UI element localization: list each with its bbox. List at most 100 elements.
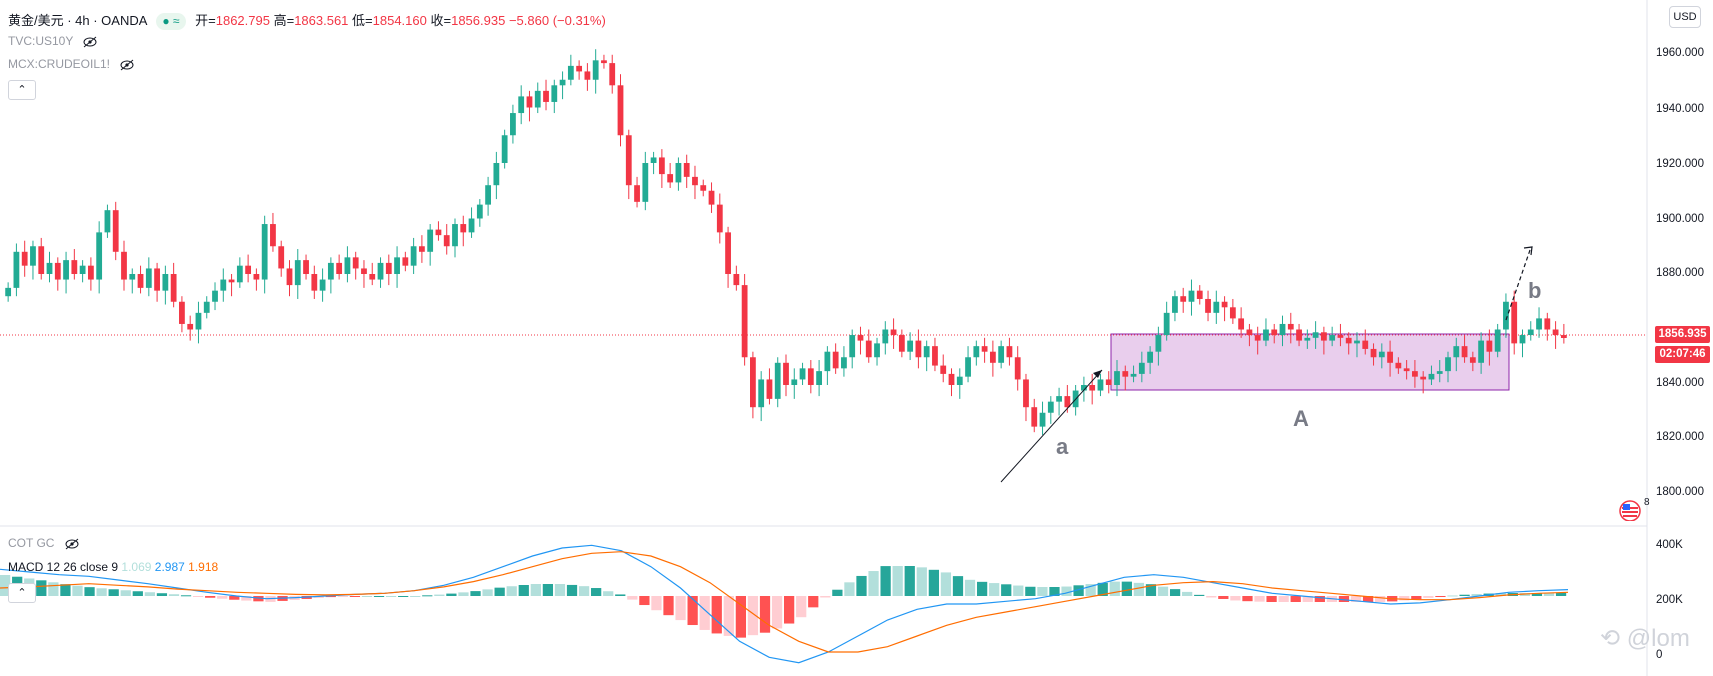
macd-hist-bar	[72, 585, 83, 596]
candle-body	[923, 346, 930, 358]
eye-hidden-icon[interactable]	[64, 538, 80, 550]
candle-body	[1172, 296, 1178, 313]
candle-body	[948, 373, 955, 385]
candle-body	[567, 65, 574, 80]
macd-value: 2.987	[154, 560, 185, 574]
currency-button[interactable]: USD	[1669, 6, 1701, 28]
candle-body	[145, 268, 152, 288]
candle-body	[882, 329, 889, 344]
overlay-us10y[interactable]: TVC:US10Y	[8, 34, 98, 48]
status-pill[interactable]: ● ≈	[156, 13, 186, 30]
macd-hist-bar	[1459, 594, 1470, 596]
candle-body	[253, 274, 260, 280]
macd-hist-bar	[1025, 586, 1036, 596]
candle-body	[137, 274, 144, 288]
macd-hist-bar	[989, 583, 1000, 596]
macd-legend[interactable]: MACD 12 26 close 9 1.069 2.987 1.918	[8, 560, 218, 574]
candle-body	[700, 185, 707, 191]
macd-hist-bar	[554, 584, 566, 596]
candle-body	[708, 190, 715, 205]
cot-gc-label: COT GC	[8, 536, 55, 550]
overlay-us10y-label: TVC:US10Y	[8, 34, 74, 48]
candle-body	[179, 301, 185, 324]
candle-body	[526, 96, 533, 108]
chevron-up-icon: ⌃	[17, 84, 27, 96]
candle-body	[1213, 301, 1220, 313]
eye-hidden-icon[interactable]	[119, 59, 135, 71]
candle-body	[932, 346, 938, 366]
projection-b[interactable]	[1505, 249, 1531, 321]
candle-body	[112, 210, 119, 252]
macd-hist-bar	[313, 596, 324, 598]
macd-hist-bar	[217, 596, 228, 599]
macd-hist-bar	[470, 591, 481, 596]
price-tick: 1940.000	[1656, 103, 1704, 115]
candle-body	[1378, 351, 1385, 358]
label-A: A	[1293, 406, 1309, 431]
macd-hist-bar	[1302, 596, 1313, 602]
candle-body	[725, 232, 731, 274]
candle-body	[1254, 335, 1261, 341]
candle-body	[1370, 348, 1377, 358]
candle-body	[592, 60, 599, 80]
cot-gc-legend[interactable]: COT GC	[8, 536, 80, 550]
macd-hist-bar	[808, 596, 819, 608]
symbol-legend[interactable]: 黄金/美元 · 4h · OANDA ● ≈ 开=1862.795 高=1863…	[8, 10, 606, 30]
candle-body	[750, 357, 756, 408]
macd-hist-bar	[880, 566, 891, 596]
trendline-a[interactable]	[1000, 369, 1103, 483]
macd-hist-bar	[1061, 586, 1072, 596]
candle-body	[418, 246, 425, 252]
candle-body	[38, 246, 45, 274]
macd-hist-bar	[1049, 587, 1060, 596]
candle-body	[1436, 371, 1443, 374]
candle-body	[278, 246, 285, 269]
candle-body	[1039, 412, 1046, 427]
candle-body	[890, 329, 897, 336]
candle-body	[1064, 396, 1071, 408]
candle-body	[394, 257, 400, 274]
consolidation-box-A[interactable]	[1110, 333, 1510, 391]
candle-body	[981, 346, 988, 352]
macd-hist-bar	[1121, 581, 1132, 596]
candle-body	[228, 279, 235, 283]
macd-hist-bar	[1314, 596, 1325, 602]
candle-body	[410, 246, 417, 266]
candle-body	[1031, 407, 1038, 427]
eye-hidden-icon[interactable]	[82, 36, 98, 48]
collapse-legend-button[interactable]: ⌃	[8, 80, 36, 100]
candle-body	[617, 85, 624, 136]
candle-body	[1014, 357, 1021, 380]
candle-body	[1519, 335, 1526, 344]
candle-body	[369, 274, 376, 280]
candle-body	[71, 260, 78, 274]
candle-body	[195, 312, 202, 330]
macd-hist-bar	[1194, 594, 1205, 596]
macd-hist-bar	[639, 596, 650, 606]
macd-hist-bar	[735, 596, 747, 638]
candle-body	[716, 204, 723, 233]
candle-body	[1006, 346, 1013, 358]
candle-body	[1163, 312, 1170, 336]
candle-body	[187, 323, 194, 330]
us-flag-icon[interactable]	[1618, 499, 1648, 521]
collapse-macd-button[interactable]: ⌃	[8, 583, 36, 603]
overlay-crudeoil[interactable]: MCX:CRUDEOIL1!	[8, 57, 135, 71]
open-label: 开=	[195, 13, 216, 28]
macd-hist-bar	[361, 596, 373, 597]
candle-body	[5, 287, 12, 297]
price-tick: 1840.000	[1656, 377, 1704, 389]
low-value: 1854.160	[372, 13, 427, 28]
candle-body	[683, 163, 690, 177]
candle-body	[1403, 368, 1410, 372]
candle-body	[898, 335, 905, 352]
candle-body	[1503, 301, 1509, 330]
macd-hist-bar	[337, 596, 348, 597]
macd-hist-bar	[1447, 595, 1458, 597]
candle-body	[245, 265, 252, 274]
candle-body	[87, 265, 94, 280]
candle-body	[220, 279, 227, 291]
macd-hist-bar	[1097, 582, 1108, 596]
candle-body	[1420, 376, 1427, 380]
